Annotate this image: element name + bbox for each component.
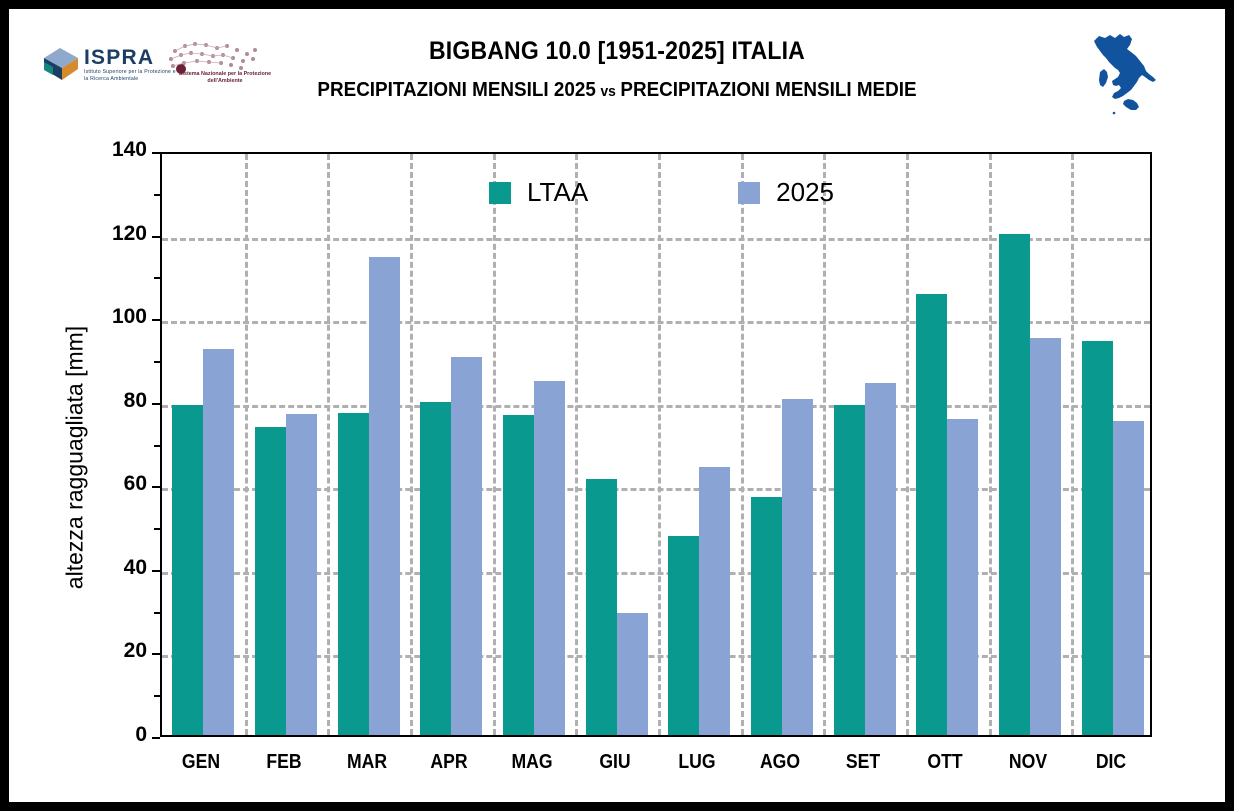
legend-item-ltaa: LTAA: [489, 177, 738, 208]
gridline-horizontal: [162, 404, 1150, 408]
x-tick-label: DIC: [1095, 751, 1126, 773]
ispra-logo-icon: [43, 47, 79, 81]
snpa-logo: Sistema Nazionale per la Protezione dell…: [161, 41, 273, 93]
legend-label-2025: 2025: [776, 177, 835, 207]
bar-2025-nov: [1030, 337, 1061, 735]
y-tick-label: 120: [111, 221, 147, 245]
bar-2025-feb: [286, 414, 317, 735]
y-tick-mark-minor: [154, 695, 160, 698]
y-tick-mark: [152, 235, 160, 238]
x-tick-label: GIU: [599, 751, 631, 773]
legend-swatch-2025: [738, 181, 761, 204]
bar-ltaa-mar: [337, 413, 369, 735]
y-tick-label: 100: [111, 305, 147, 329]
bar-ltaa-lug: [668, 536, 700, 735]
x-tick-label: SET: [845, 751, 880, 773]
y-tick-label: 60: [123, 472, 147, 496]
gridline-vertical: [575, 154, 579, 735]
y-tick-mark: [152, 737, 160, 739]
x-tick-label: NOV: [1008, 751, 1048, 773]
legend-swatch-ltaa: [489, 181, 511, 204]
bar-2025-ott: [947, 418, 979, 735]
y-tick-label: 40: [123, 555, 147, 579]
x-tick-label: GEN: [182, 751, 221, 773]
plot-area: [160, 152, 1152, 737]
bar-2025-gen: [203, 348, 235, 735]
x-tick-label: AGO: [759, 751, 801, 773]
gridline-vertical: [492, 154, 496, 735]
gridline-vertical: [658, 154, 661, 735]
gridline-vertical: [988, 154, 992, 735]
y-tick-mark-minor: [154, 193, 160, 196]
y-tick-mark-minor: [154, 611, 160, 614]
bar-2025-apr: [451, 357, 483, 735]
ispra-logo: ISPRA Istituto Superiore per la Protezio…: [43, 45, 176, 91]
y-tick-label: 140: [111, 138, 147, 161]
y-tick-label: 20: [123, 639, 147, 663]
x-tick-label: OTT: [927, 751, 963, 773]
x-tick-label: MAR: [346, 751, 387, 773]
bar-2025-ago: [782, 399, 813, 735]
gridline-horizontal: [162, 655, 1150, 659]
bar-2025-mag: [534, 381, 565, 735]
y-tick-label: 0: [135, 723, 147, 746]
y-tick-label: 80: [123, 388, 147, 412]
y-tick-mark-minor: [154, 360, 160, 363]
bar-2025-dic: [1112, 420, 1144, 735]
chart-legend: LTAA 2025: [489, 177, 834, 208]
bar-2025-mar: [368, 257, 400, 735]
bar-ltaa-feb: [255, 427, 286, 735]
x-tick-label: APR: [430, 751, 468, 773]
bar-ltaa-giu: [585, 479, 617, 735]
x-tick-label: LUG: [678, 751, 716, 773]
y-tick-mark: [152, 402, 160, 405]
y-tick-mark: [152, 486, 160, 489]
bar-ltaa-mag: [503, 414, 534, 735]
chart-area: altezza ragguagliata [mm] 0 20 40 60 80 100 12…: [9, 9, 1225, 802]
snpa-logo-label: Sistema Nazionale per la Protezione dell…: [178, 71, 272, 84]
legend-item-2025: 2025: [738, 177, 834, 208]
bar-2025-giu: [616, 612, 648, 735]
bar-ltaa-ott: [916, 294, 948, 735]
gridline-horizontal: [162, 237, 1150, 241]
gridline-vertical: [1071, 154, 1075, 735]
bar-ltaa-apr: [420, 401, 452, 735]
ispra-logo-subtitle: Istituto Superiore per la Protezione e l…: [84, 69, 176, 82]
legend-label-ltaa: LTAA: [527, 177, 589, 207]
gridline-horizontal: [162, 321, 1150, 325]
bar-2025-set: [864, 383, 896, 735]
bar-ltaa-ago: [751, 496, 782, 735]
bar-ltaa-dic: [1081, 340, 1113, 735]
y-tick-mark-minor: [154, 444, 160, 447]
bar-ltaa-gen: [172, 404, 204, 735]
gridline-vertical: [244, 154, 248, 735]
gridline-vertical: [327, 154, 331, 735]
y-tick-mark: [152, 569, 160, 572]
italy-map-icon: [1087, 25, 1179, 117]
x-tick-label: MAG: [511, 751, 553, 773]
gridline-vertical: [740, 154, 744, 735]
y-tick-mark: [152, 319, 160, 322]
gridline-vertical: [410, 154, 413, 735]
gridline-vertical: [906, 154, 909, 735]
y-tick-mark: [152, 653, 160, 656]
ispra-logo-wordmark: ISPRA: [84, 46, 155, 69]
snpa-logo-icon: [161, 41, 273, 75]
gridline-vertical: [823, 154, 827, 735]
bar-2025-lug: [699, 466, 731, 735]
y-tick-mark: [152, 152, 160, 154]
y-tick-mark-minor: [154, 528, 160, 531]
bar-ltaa-nov: [999, 233, 1030, 735]
gridline-horizontal: [162, 571, 1150, 575]
y-tick-mark-minor: [154, 277, 160, 280]
x-tick-label: FEB: [266, 751, 302, 773]
gridline-horizontal: [162, 488, 1150, 492]
bar-ltaa-set: [833, 405, 865, 735]
